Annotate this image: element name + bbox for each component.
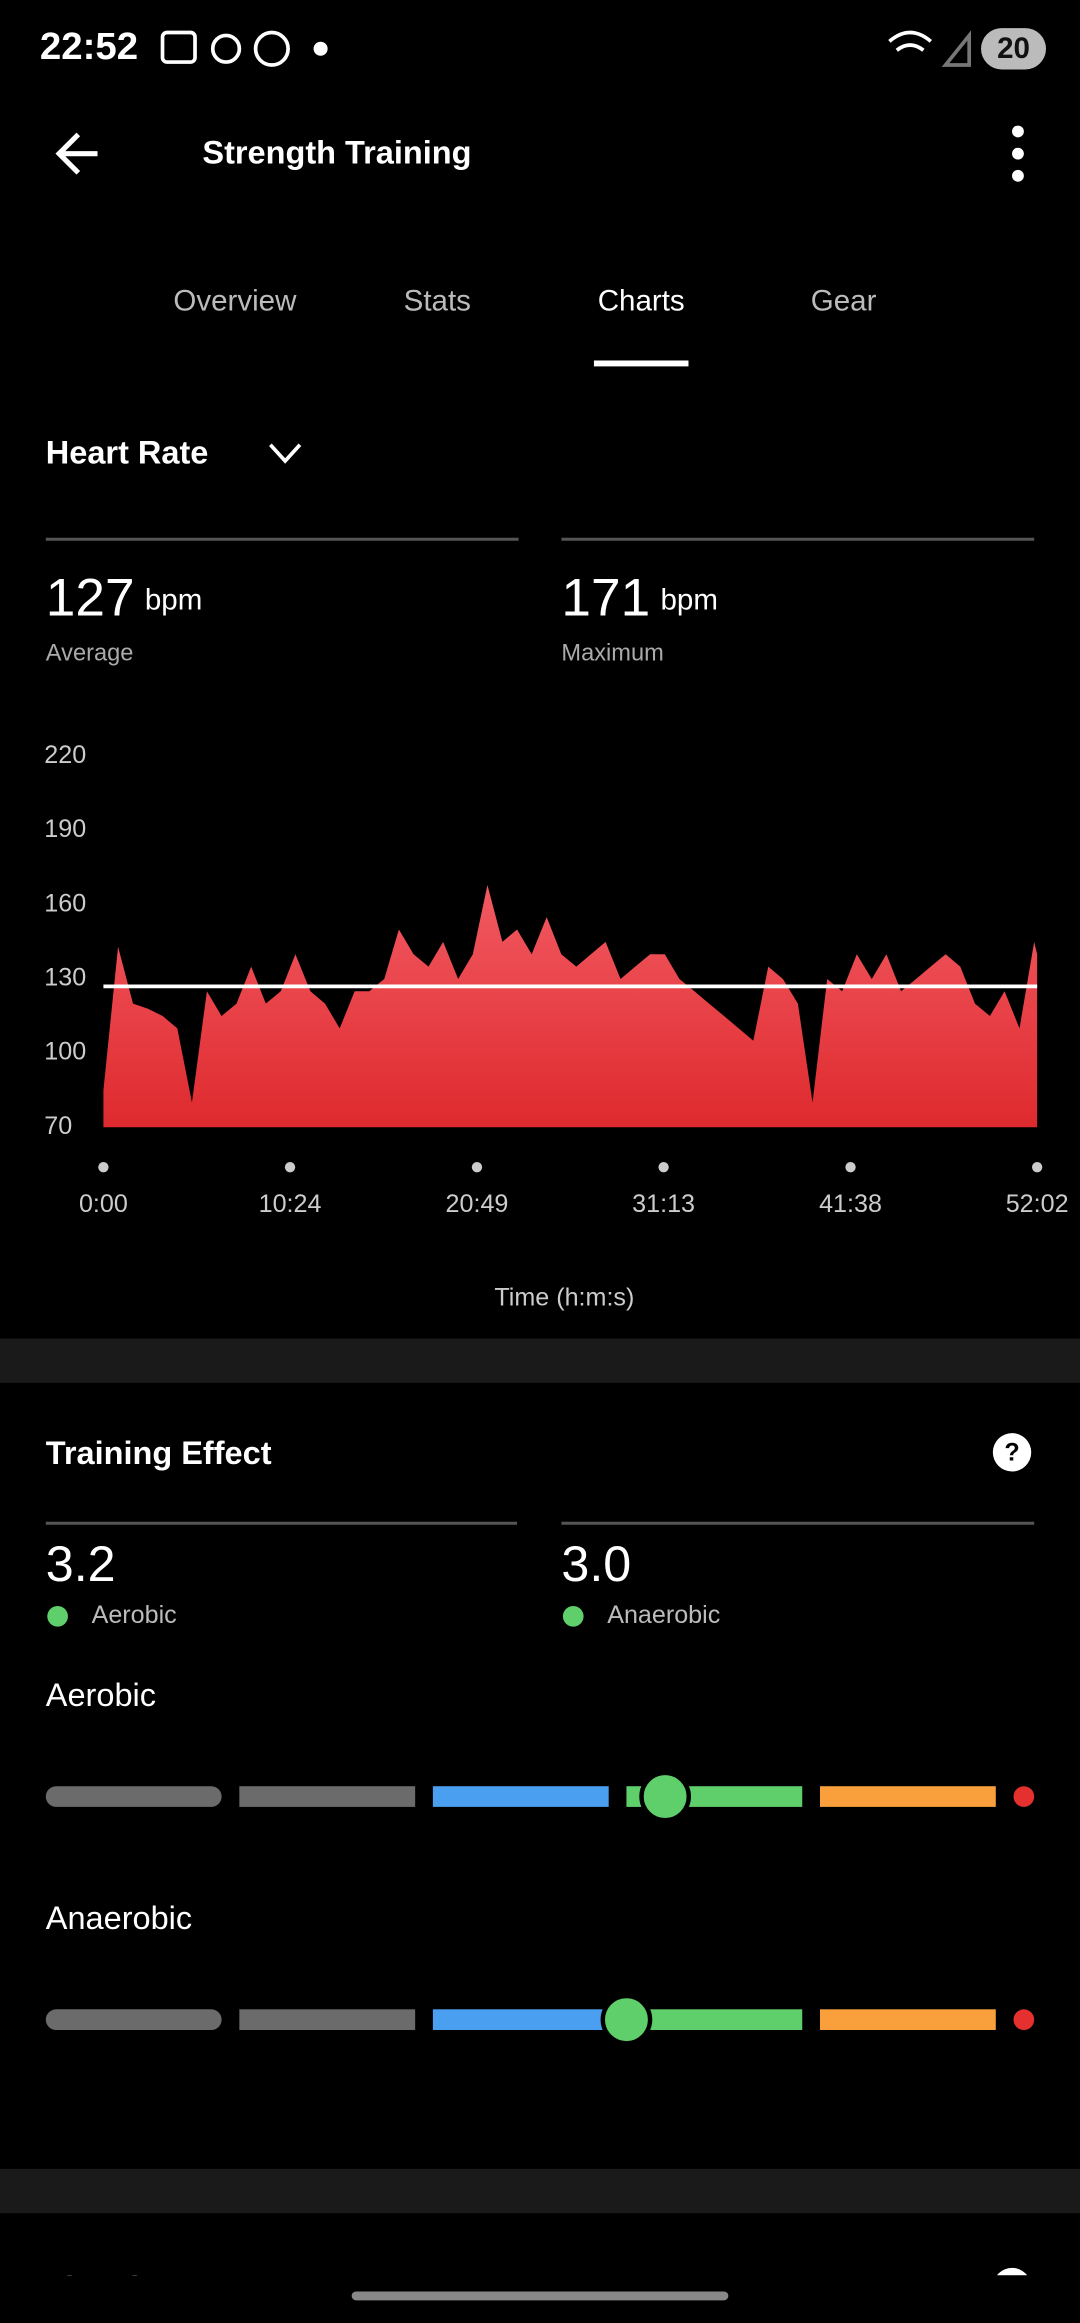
tabs: Overview Stats Charts Gear (173, 285, 876, 318)
y-tick-label: 160 (44, 889, 86, 917)
y-tick-label: 130 (44, 964, 86, 992)
back-button[interactable] (55, 132, 98, 175)
stat-label: Maximum (561, 641, 663, 667)
signal-icon (941, 30, 972, 67)
section-title: Training Effect (46, 1435, 272, 1471)
icon (160, 30, 197, 64)
x-tick-dot (845, 1161, 856, 1173)
icon (313, 41, 328, 56)
scale-segment (819, 2009, 996, 2030)
section-gap (0, 1338, 1080, 1383)
stat-value: 3.0 (561, 1536, 631, 1592)
heart-rate-area (103, 884, 1038, 1128)
training-effect: 3.2 Aerobic 3.0 Anaerobic Aerobic Anaerobic (45, 1536, 1035, 2046)
x-tick-label: 52:02 (1006, 1190, 1069, 1218)
scale-marker (639, 1770, 691, 1823)
x-tick-dot (1031, 1161, 1043, 1173)
help-button[interactable] (992, 1433, 1032, 1472)
y-tick-label: 70 (44, 1112, 72, 1140)
help-icon: ? (1004, 1438, 1019, 1466)
stat-value: 127 bpm (46, 568, 203, 627)
hr-stats: 127 bpm Average 171 bpm Maximum (46, 568, 718, 666)
stat-number: 171 (561, 568, 650, 627)
scale-title: Aerobic (46, 1677, 156, 1713)
wifi-icon (888, 30, 932, 52)
scale-segment (626, 2009, 803, 2030)
tab[interactable]: Charts (598, 285, 685, 318)
dropdown-chevron[interactable] (269, 443, 302, 464)
stat-label: Aerobic (92, 1601, 177, 1629)
stat-unit: bpm (145, 583, 202, 616)
x-tick-dot (98, 1161, 109, 1173)
scale-title: Anaerobic (46, 1900, 192, 1936)
header-title: Strength Training (202, 135, 471, 171)
scale-segment (1013, 1786, 1035, 1807)
legend-dot (47, 1605, 68, 1627)
x-tick-label: 31:13 (632, 1190, 695, 1218)
status-icons (160, 30, 972, 67)
y-tick-label: 190 (44, 815, 86, 843)
tab-underline (593, 360, 689, 367)
battery (981, 28, 1047, 70)
stat-number: 127 (46, 568, 135, 627)
dot (1012, 147, 1024, 160)
home-indicator[interactable] (351, 2291, 729, 2301)
scale-segment (45, 1786, 222, 1807)
icon (210, 33, 242, 64)
y-tick-label: 220 (44, 741, 86, 769)
scale-segment (432, 1786, 609, 1807)
x-tick-dot (284, 1161, 296, 1173)
status-time: 22:52 (40, 25, 138, 68)
tab[interactable]: Overview (173, 285, 297, 318)
x-axis-label: Time (h:m:s) (494, 1283, 634, 1311)
dot (1012, 169, 1024, 182)
x-tick-dot (658, 1161, 669, 1173)
stat-value: 171 bpm (561, 568, 718, 627)
section-gap (0, 2168, 1080, 2214)
heart-rate-chart: 70 100 130 160 190 220 0:00 10:24 20:49 31:13 41:3… (44, 741, 1068, 1218)
x-tick-label: 20:49 (446, 1190, 509, 1218)
stat-value: 3.2 (46, 1536, 116, 1592)
more-button[interactable] (1012, 125, 1024, 182)
battery-level: 20 (997, 32, 1030, 65)
x-tick-dot (471, 1161, 483, 1173)
scale-marker (600, 1993, 653, 2046)
x-tick-label: 41:38 (819, 1190, 882, 1218)
section-title[interactable]: Heart Rate (46, 435, 209, 471)
stat-label: Average (46, 641, 134, 667)
icon (253, 30, 290, 67)
x-tick-label: 10:24 (259, 1190, 322, 1218)
stat-label: Anaerobic (607, 1601, 720, 1629)
scale-segment (239, 1786, 416, 1807)
y-tick-label: 100 (44, 1038, 86, 1066)
scale-segment (1013, 2009, 1035, 2030)
scale-segment (239, 2009, 416, 2030)
legend-dot (562, 1605, 584, 1627)
x-tick-label: 0:00 (79, 1190, 128, 1218)
scale-segment (819, 1786, 996, 1807)
tab[interactable]: Stats (404, 285, 471, 318)
stat-unit: bpm (660, 583, 717, 616)
tab[interactable]: Gear (811, 285, 877, 318)
dot (1012, 125, 1024, 138)
scale-segment (45, 2009, 222, 2030)
scale-segment (432, 2009, 609, 2030)
